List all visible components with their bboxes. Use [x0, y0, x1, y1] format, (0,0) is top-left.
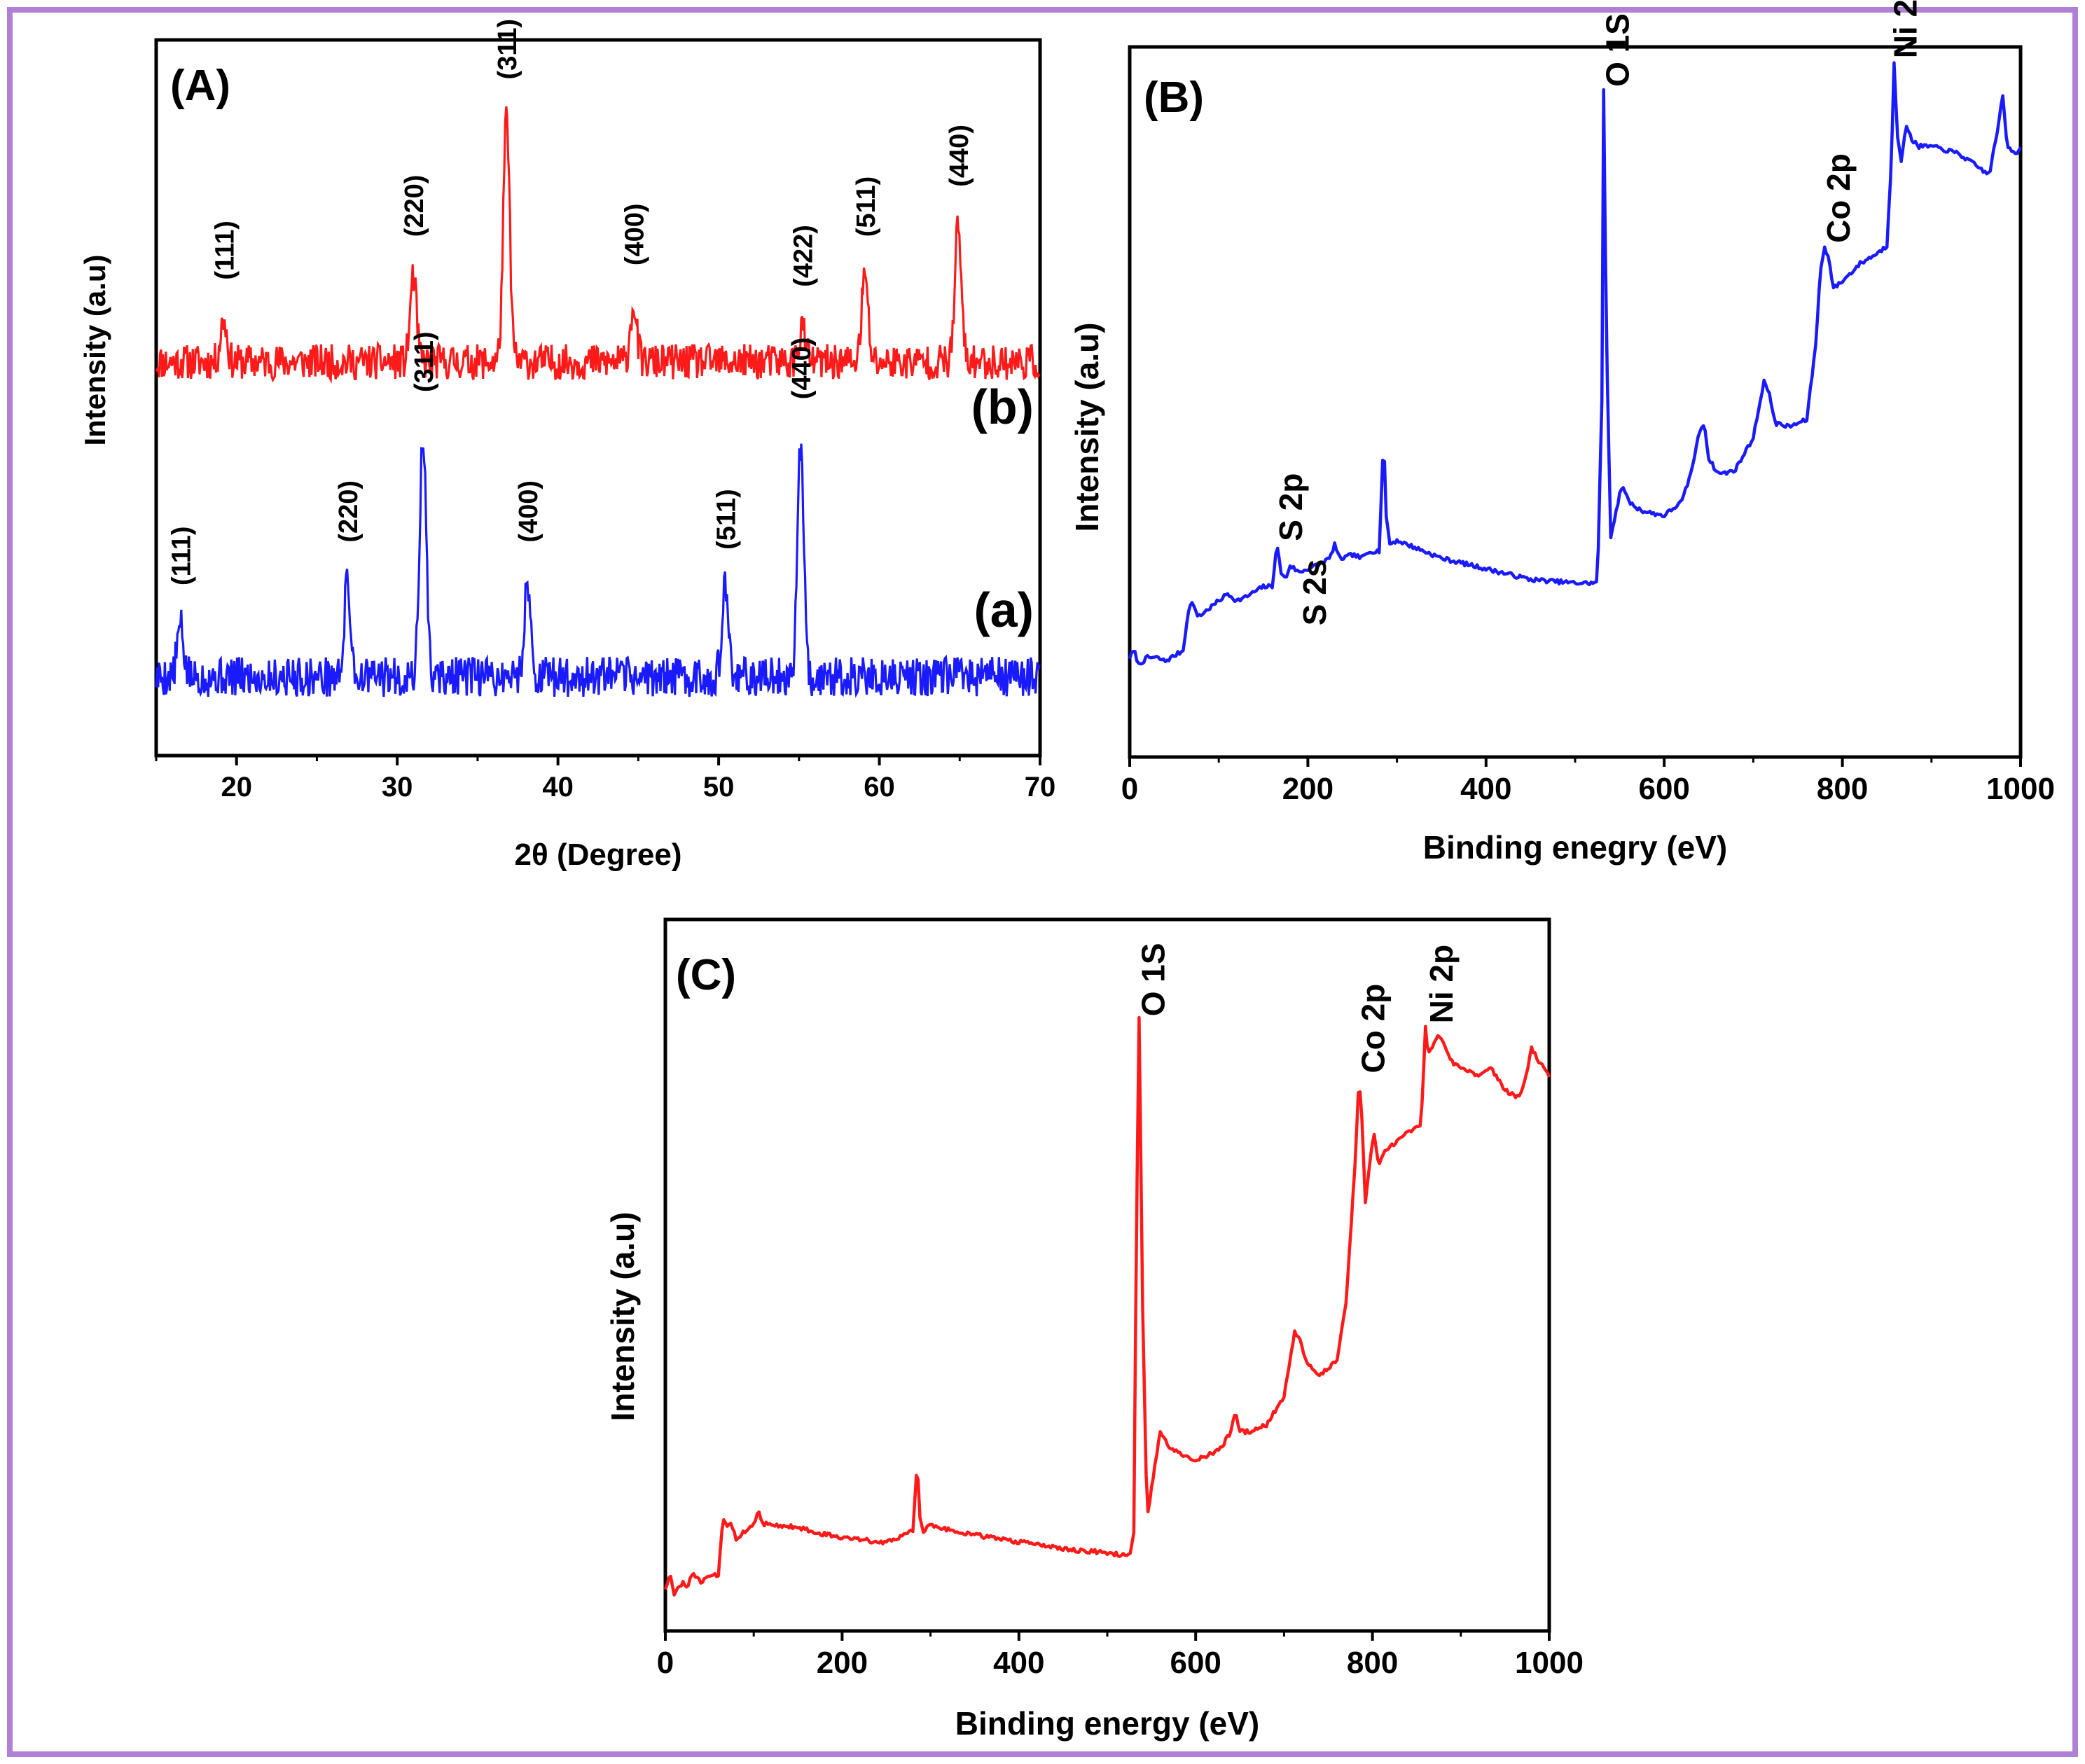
panel-a-series-0-peak-label-4: (422) — [789, 225, 818, 287]
panel-a-series-a-label: (a) — [974, 583, 1034, 637]
panel-c-x-tick-label-3: 600 — [1170, 1646, 1221, 1680]
panel-c-x-tick-label-4: 800 — [1347, 1646, 1398, 1680]
panel-a-series-1-peak-label-2: (311) — [410, 331, 439, 392]
panel-a-series-0-peak-label-2: (311) — [493, 19, 522, 80]
panel-a-series-1-line — [155, 443, 1041, 698]
panel-c-plot-frame — [663, 917, 1551, 1633]
panel-b-series-line — [1128, 61, 2022, 666]
panel-a-x-tick-label-3: 50 — [703, 772, 735, 803]
panel-b-label: (B) — [1144, 74, 1204, 122]
panel-a-x-tick-label-1: 30 — [382, 772, 413, 803]
figure-frame — [7, 7, 2078, 1757]
panel-b-x-tick-label-3: 600 — [1638, 772, 1689, 806]
panel-c-annotation-1: Co 2p — [1355, 984, 1392, 1074]
panel-a-x-tick-label-5: 70 — [1025, 772, 1056, 803]
panel-b-annotation-1: S 2s — [1296, 560, 1333, 626]
panel-c-x-tick-label-5: 1000 — [1515, 1646, 1584, 1680]
panel-b-y-axis-label: Intensity (a.u) — [1069, 322, 1105, 532]
panel-a-series-1-peak-label-5: (440) — [787, 338, 817, 400]
panel-a-x-tick-label-2: 40 — [542, 772, 574, 803]
panel-a-series-0-peak-label-3: (400) — [620, 203, 649, 265]
panel-c-label: (C) — [676, 951, 736, 999]
panel-c-xps-chart: (C) Intensity (a.u) Binding energy (eV) … — [604, 917, 1584, 1742]
panel-b-x-tick-label-5: 1000 — [1986, 772, 2055, 806]
panel-a-series-0-line — [155, 106, 1041, 384]
panel-b-annotation-2: O 1S — [1600, 13, 1636, 87]
panel-a-label: (A) — [170, 62, 230, 110]
panel-c-series-line — [663, 1015, 1551, 1597]
panel-a-x-tick-label-4: 60 — [864, 772, 895, 803]
panel-a-series-1-peak-label-3: (400) — [514, 480, 543, 543]
panel-a-y-axis-label: Intensity (a.u) — [78, 254, 111, 445]
panel-a-series-0-peak-label-6: (440) — [945, 125, 974, 187]
panel-a-xrd-chart: (A) Intensity (a.u) 2θ (Degree) (b) (a) … — [78, 19, 1055, 872]
panel-a-series-1-peak-label-0: (111) — [167, 526, 196, 585]
panel-a-series-0-peak-label-5: (511) — [852, 176, 881, 237]
panel-c-annotation-2: Ni 2p — [1423, 945, 1460, 1023]
panel-c-x-tick-label-2: 400 — [993, 1646, 1044, 1680]
panel-b-annotation-0: S 2p — [1273, 473, 1309, 541]
panel-b-annotation-4: Ni 2p — [1887, 0, 1924, 58]
panel-b-annotation-3: Co 2p — [1820, 153, 1857, 243]
panel-b-x-tick-label-0: 0 — [1121, 772, 1138, 806]
panel-b-x-tick-label-2: 400 — [1460, 772, 1511, 806]
panel-c-x-tick-label-1: 200 — [817, 1646, 868, 1680]
panel-a-series-1-peak-label-4: (511) — [712, 489, 741, 550]
panel-b-x-tick-label-4: 800 — [1817, 772, 1868, 806]
panel-a-series-0-peak-label-1: (220) — [400, 175, 429, 237]
panel-a-series-1-peak-label-1: (220) — [334, 480, 363, 543]
panel-b-x-axis-label: Binding enegry (eV) — [1423, 829, 1727, 866]
panel-c-annotation-0: O 1S — [1135, 943, 1171, 1016]
panel-c-x-axis-label: Binding energy (eV) — [955, 1705, 1259, 1742]
panel-b-plot-frame — [1128, 45, 2023, 759]
panel-a-x-tick-label-0: 20 — [221, 772, 252, 803]
panel-b-xps-chart: (B) Intensity (a.u) Binding enegry (eV) … — [1069, 0, 2055, 866]
panel-c-x-tick-label-0: 0 — [657, 1646, 674, 1680]
panel-b-x-tick-label-1: 200 — [1282, 772, 1334, 806]
panel-a-series-0-peak-label-0: (111) — [210, 221, 240, 280]
panel-a-x-axis-label: 2θ (Degree) — [515, 838, 682, 872]
panel-c-y-axis-label: Intensity (a.u) — [604, 1211, 641, 1421]
panel-a-plot-frame — [154, 38, 1042, 758]
panel-a-series-b-label: (b) — [971, 380, 1034, 434]
